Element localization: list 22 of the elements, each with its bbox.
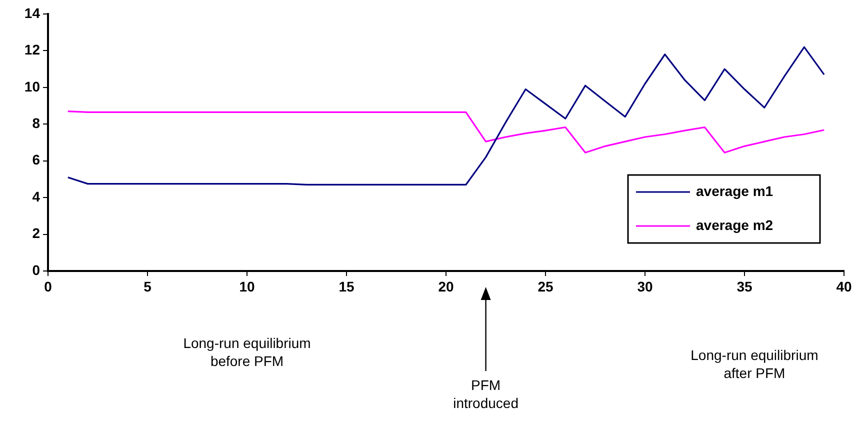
- x-tick-label: 35: [736, 278, 752, 294]
- x-tick-label: 30: [637, 278, 653, 294]
- x-tick-label: 5: [144, 278, 152, 294]
- y-tick-label: 4: [32, 188, 40, 204]
- x-tick-label: 25: [538, 278, 554, 294]
- y-tick-label: 8: [32, 115, 40, 131]
- y-tick-label: 10: [24, 78, 40, 94]
- y-tick-label: 14: [24, 4, 40, 21]
- y-tick-label: 2: [32, 225, 40, 242]
- x-tick-label: 20: [438, 278, 454, 294]
- x-tick-label: 40: [836, 278, 852, 294]
- text: PFM introduced: [453, 376, 518, 411]
- x-tick-label: 15: [338, 278, 354, 294]
- legend-label: average m1: [696, 182, 774, 199]
- legend-label: average m2: [696, 216, 774, 233]
- y-tick-label: 0: [32, 262, 40, 278]
- text: Long-run equilibrium after PFM: [690, 346, 818, 381]
- x-tick-label: 0: [44, 278, 52, 294]
- x-tick-label: 10: [239, 278, 255, 294]
- text: Long-run equilibrium before PFM: [183, 334, 311, 369]
- y-tick-label: 6: [32, 152, 40, 168]
- y-tick-label: 12: [24, 42, 40, 58]
